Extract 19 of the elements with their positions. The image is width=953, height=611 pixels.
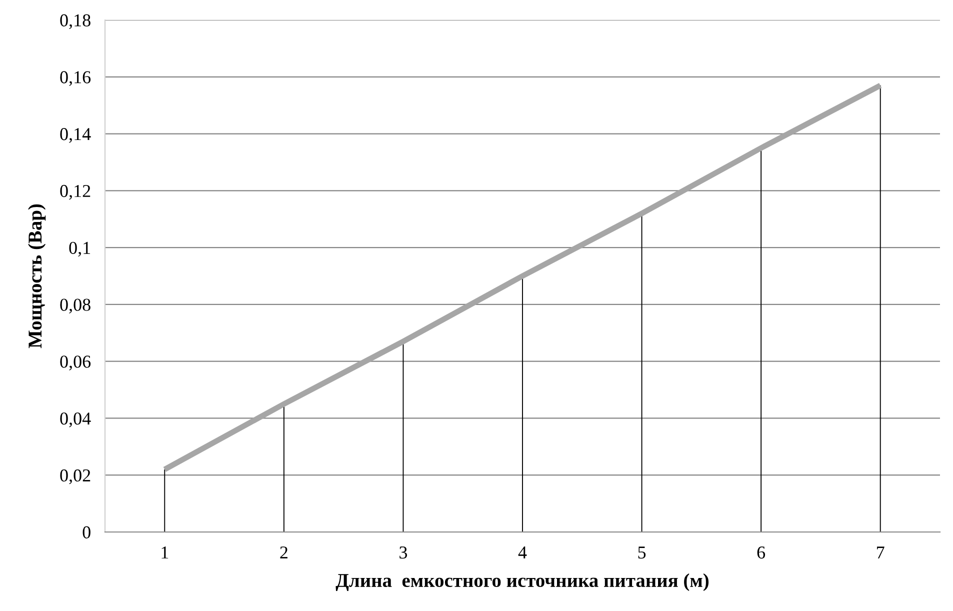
x-tick-label: 1 xyxy=(162,546,168,558)
x-tick-label: 2 xyxy=(280,546,288,558)
x-tick-label: 3 xyxy=(400,546,408,559)
y-tick-label: 0,14 xyxy=(60,128,91,143)
y-tick-label: 0,08 xyxy=(60,298,90,314)
y-axis-title: Мощность (Вар) xyxy=(28,204,46,348)
x-axis-title: Длина емкостного источника питания (м) xyxy=(336,573,709,592)
y-tick-label: 0,02 xyxy=(60,469,90,484)
y-tick-label: 0,06 xyxy=(60,356,91,370)
y-tick-label: 0,12 xyxy=(60,184,90,200)
x-tick-label: 7 xyxy=(877,546,884,558)
y-tick-label: 0,16 xyxy=(60,71,91,86)
x-tick-label: 5 xyxy=(638,546,646,559)
y-tick-label: 0,04 xyxy=(60,412,91,428)
y-tick-label: 0 xyxy=(82,526,90,538)
y-tick-label: 0,18 xyxy=(60,14,90,30)
x-tick-label: 6 xyxy=(757,546,766,559)
y-tick-label: 0,1 xyxy=(69,242,90,257)
x-tick-label: 4 xyxy=(518,546,527,558)
